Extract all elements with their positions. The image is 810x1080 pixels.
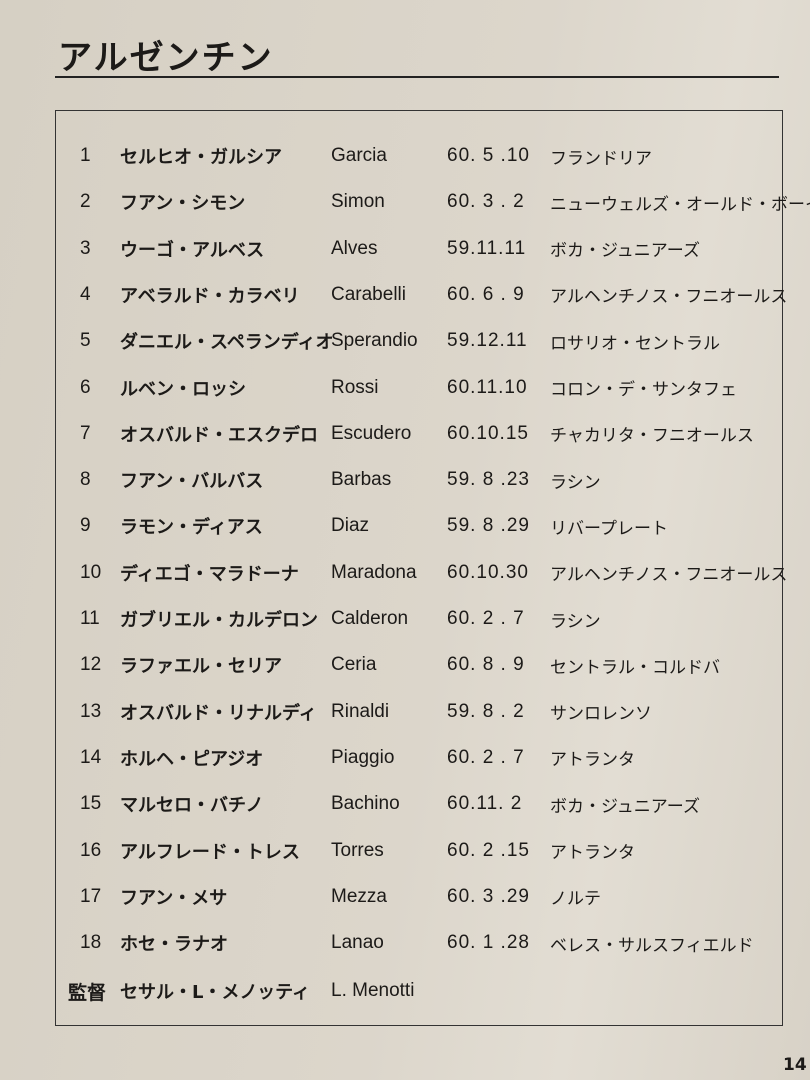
club-name: アルヘンチノス・フニオールス [550, 565, 788, 586]
player-name-roman: Alves [331, 237, 378, 259]
club-name: アトランタ [550, 843, 635, 863]
player-number: 3 [80, 237, 91, 259]
birth-date: 60.11.10 [447, 376, 528, 398]
player-number: 8 [80, 469, 91, 491]
player-name-japanese: オスバルド・リナルディ [120, 702, 317, 724]
player-number: 4 [80, 283, 91, 305]
birth-date: 60.11. 2 [447, 793, 523, 815]
player-name-japanese: フアン・シモン [120, 193, 246, 215]
player-number: 18 [80, 932, 102, 954]
player-number: 17 [80, 885, 102, 907]
player-number: 16 [80, 839, 102, 861]
player-number: 7 [80, 422, 91, 444]
page-title: アルゼンチン [58, 38, 274, 78]
player-number: 11 [80, 608, 100, 629]
club-name: ベレス・サルスフィエルド [550, 935, 754, 956]
player-number: 12 [80, 654, 102, 676]
club-name: ボカ・ジュニアーズ [550, 241, 700, 262]
player-number: 2 [80, 191, 91, 213]
birth-date: 59.12.11 [447, 330, 528, 352]
club-name: ラシン [550, 472, 601, 493]
player-name-roman: Rinaldi [331, 700, 390, 722]
player-number: 14 [80, 746, 102, 768]
club-name: アルヘンチノス・フニオールス [550, 287, 788, 308]
player-name-japanese: ホルヘ・ピアジオ [120, 748, 264, 770]
club-name: ロサリオ・セントラル [550, 333, 720, 354]
club-name: フランドリア [550, 148, 652, 169]
player-name-japanese: ウーゴ・アルベス [120, 239, 265, 261]
player-number: 13 [80, 700, 102, 722]
player-name-roman: Bachino [331, 793, 400, 815]
player-number: 10 [80, 561, 102, 583]
player-name-japanese: オスバルド・エスクデロ [120, 424, 318, 446]
player-name-roman: Rossi [331, 376, 379, 398]
player-number: 1 [80, 145, 91, 166]
player-name-roman: Garcia [331, 145, 387, 166]
player-name-roman: Diaz [331, 515, 370, 537]
club-name: サンロレンソ [550, 704, 652, 725]
player-name-japanese: ラモン・ディアス [120, 517, 263, 539]
player-name-japanese: フアン・メサ [120, 887, 228, 909]
player-name-roman: Mezza [331, 885, 387, 907]
club-name: アトランタ [550, 750, 635, 771]
player-name-japanese: ルベン・ロッシ [120, 378, 246, 400]
club-name: セントラル・コルドバ [550, 657, 720, 678]
club-name: ラシン [550, 611, 601, 632]
roster-box [55, 110, 783, 1026]
player-name-japanese: ダニエル・スペランディオ [120, 332, 334, 354]
player-name-roman: Carabelli [331, 283, 406, 305]
player-name-japanese: アルフレード・トレス [120, 841, 300, 863]
player-name-roman: Maradona [331, 561, 417, 583]
club-name: チャカリタ・フニオールス [550, 426, 754, 447]
club-name: コロン・デ・サンタフェ [550, 380, 737, 400]
player-name-japanese: マルセロ・バチノ [120, 795, 264, 817]
coach-label: 監督 [68, 982, 107, 1004]
player-name-japanese: ラファエル・セリア [120, 656, 282, 678]
birth-date: 60. 5 .10 [447, 145, 530, 166]
birth-date: 59. 8 .23 [447, 469, 530, 491]
player-name-roman: Calderon [331, 608, 409, 629]
player-name-roman: Barbas [331, 469, 392, 491]
title-underline [55, 76, 779, 78]
player-name-japanese: アベラルド・カラベリ [120, 285, 300, 307]
player-name-roman: Sperandio [331, 330, 418, 352]
player-name-roman: Escudero [331, 422, 412, 444]
birth-date: 60. 6 . 9 [447, 283, 525, 305]
player-name-roman: Simon [331, 191, 385, 213]
birth-date: 60.10.15 [447, 422, 529, 444]
player-number: 15 [80, 793, 102, 815]
player-name-japanese: セルヒオ・ガルシア [120, 147, 282, 168]
coach-name-roman: L. Menotti [331, 980, 415, 1002]
club-name: ニューウェルズ・オールド・ボーイズ [550, 194, 810, 215]
player-name-japanese: フアン・バルバス [120, 471, 264, 493]
birth-date: 60. 3 . 2 [447, 191, 525, 213]
club-name: ノルテ [550, 889, 601, 910]
club-name: ボカ・ジュニアーズ [550, 796, 700, 817]
birth-date: 59. 8 . 2 [447, 700, 525, 722]
page-number: 14 [783, 1055, 807, 1075]
player-number: 6 [80, 376, 91, 398]
birth-date: 60. 2 .15 [447, 839, 530, 861]
club-name: リバープレート [550, 518, 668, 539]
birth-date: 60. 3 .29 [447, 885, 530, 907]
coach-name-japanese: セサル・L・メノッティ [120, 982, 311, 1004]
player-number: 9 [80, 515, 91, 537]
player-number: 5 [80, 330, 91, 352]
birth-date: 59.11.11 [447, 237, 527, 259]
birth-date: 60.10.30 [447, 561, 529, 583]
player-name-roman: Lanao [331, 932, 384, 954]
birth-date: 60. 8 . 9 [447, 654, 525, 676]
player-name-roman: Piaggio [331, 746, 395, 768]
birth-date: 60. 2 . 7 [447, 608, 525, 629]
player-name-japanese: ガブリエル・カルデロン [120, 610, 318, 631]
birth-date: 59. 8 .29 [447, 515, 530, 537]
player-name-roman: Ceria [331, 654, 377, 676]
player-name-japanese: ホセ・ラナオ [120, 934, 228, 956]
birth-date: 60. 2 . 7 [447, 746, 525, 768]
player-name-roman: Torres [331, 839, 384, 861]
player-name-japanese: ディエゴ・マラドーナ [120, 563, 299, 585]
birth-date: 60. 1 .28 [447, 932, 530, 954]
